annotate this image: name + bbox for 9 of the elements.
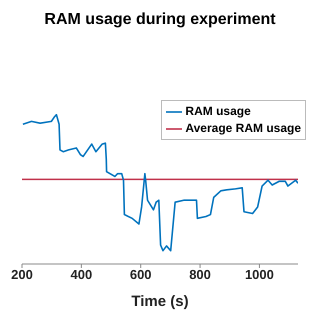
legend-label: Average RAM usage [185,120,301,137]
legend-label: RAM usage [185,103,251,120]
x-tick-label: 200 [11,267,33,282]
x-tick-label: 1000 [244,267,274,282]
x-tick-label: 800 [189,267,211,282]
x-axis-title: Time (s) [131,293,189,310]
chart-title: RAM usage during experiment [43,10,277,30]
x-tick-label: 400 [70,267,92,282]
x-tick-label: 600 [130,267,152,282]
